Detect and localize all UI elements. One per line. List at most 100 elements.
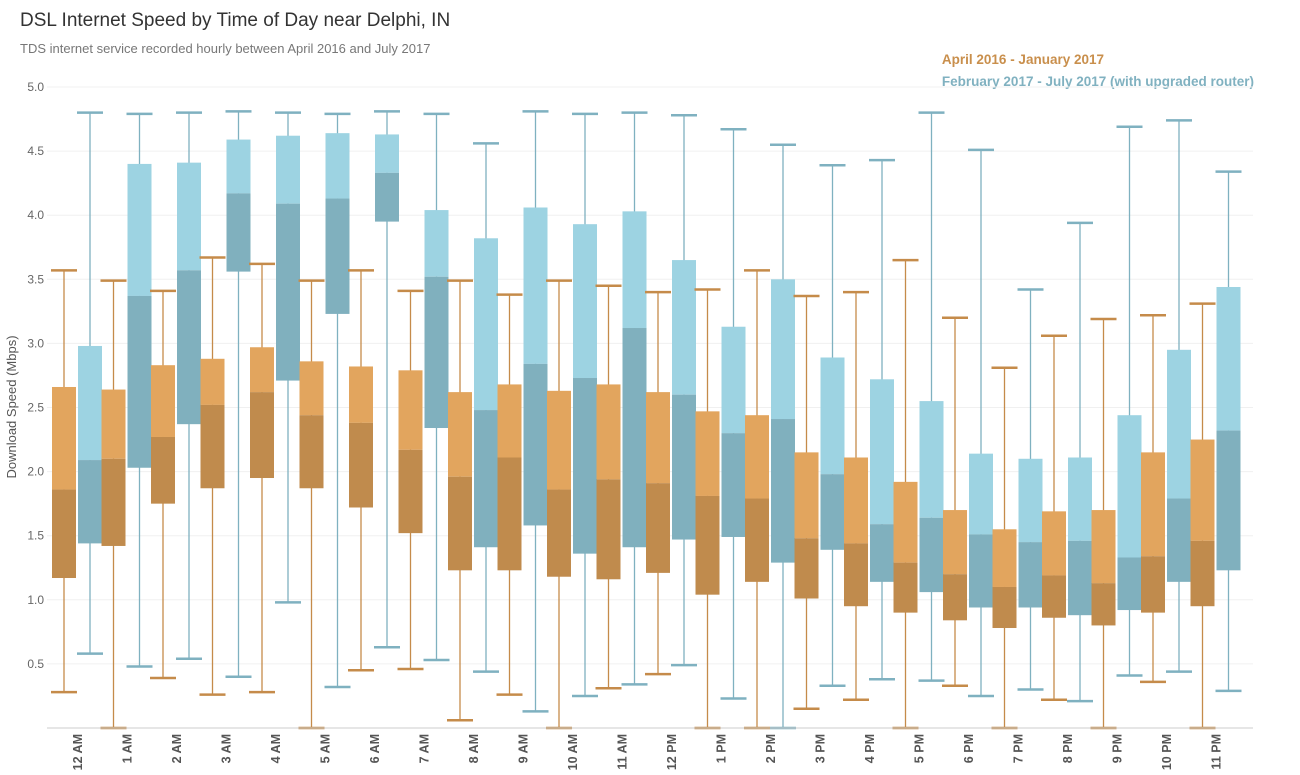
box-lower [200,404,225,489]
box-lower [844,543,868,607]
box-2016 [348,269,374,672]
y-tick-label: 1.5 [27,529,44,543]
box-2016 [397,289,424,671]
box-upper [969,453,993,535]
box-2016 [249,262,275,694]
box-upper [573,224,597,379]
x-tick-label: 6 PM [962,734,976,763]
x-tick-label: 9 PM [1111,734,1125,763]
x-tick-label: 1 PM [715,734,729,763]
box-upper [1167,349,1191,499]
box-lower [820,474,845,550]
box-2016 [447,279,473,722]
box-upper [596,384,621,480]
box-lower [1141,556,1165,613]
box-2017 [324,112,351,689]
box-2017 [621,111,648,686]
box-upper [745,415,769,499]
box-lower [325,198,350,314]
x-tick-label: 7 AM [418,734,432,763]
box-lower [1117,557,1142,611]
box-upper [695,411,720,496]
box-2016 [892,258,919,730]
box-upper [375,134,399,173]
box-upper [250,347,274,393]
box-2017 [572,112,598,698]
box-lower [573,378,597,554]
box-lower [969,534,993,608]
box-upper [497,384,522,458]
box-lower [870,524,894,582]
box-lower [448,476,472,571]
box-lower [349,422,373,508]
box-lower [78,460,102,544]
box-2017 [918,111,945,682]
box-upper [870,379,894,525]
box-2017 [176,111,202,661]
box-2017 [869,158,895,681]
y-tick-label: 1.0 [27,593,44,607]
box-lower [919,517,944,593]
box-upper [771,279,795,420]
box-2017 [225,110,252,678]
x-tick-label: 3 PM [814,734,828,763]
x-tick-label: 8 PM [1061,734,1075,763]
x-tick-label: 3 AM [220,734,234,763]
box-lower [250,392,274,479]
box-upper [820,357,845,475]
box-lower [497,457,522,571]
x-tick-label: 12 PM [665,734,679,770]
box-upper [1216,286,1241,431]
x-tick-label: 1 AM [121,734,135,763]
chart-title: DSL Internet Speed by Time of Day near D… [20,10,451,31]
box-upper [78,345,102,461]
box-2017 [374,110,400,649]
x-tick-label: 12 AM [71,734,85,770]
box-upper [226,139,251,194]
x-axis: 12 AM 1 AM 2 AM 3 AM 4 AM 5 AM 6 AM 7 AM 8 AM 9 A… [71,734,1224,770]
box-2017 [1116,125,1143,677]
box-lower [523,363,548,526]
box-upper [893,481,918,563]
box-2016 [645,290,671,676]
box-lower [1216,430,1241,571]
box-upper [52,386,76,490]
box-lower [226,193,251,272]
box-upper [1141,452,1165,557]
box-upper [992,529,1017,587]
box-2016 [100,279,127,730]
box-2016 [744,269,770,730]
box-lower [474,410,498,548]
box-lower [1018,542,1043,608]
box-2016 [1090,317,1117,730]
box-2017 [1215,170,1242,693]
box-upper [1190,439,1215,541]
y-tick-label: 4.5 [27,144,44,158]
box-lower [1190,540,1215,607]
box-upper [547,390,571,490]
box-2016 [150,289,176,680]
box-upper [151,365,175,437]
box-upper [672,260,696,395]
box-2016 [694,288,721,730]
box-upper [844,457,868,544]
box-2017 [1017,288,1044,691]
box-2016 [199,256,226,696]
box-2016 [496,293,523,696]
box-2016 [298,279,325,730]
box-lower [299,415,324,489]
box-upper [101,389,126,459]
box-upper [276,135,300,204]
box-lower [721,433,746,537]
box-upper [1042,511,1066,576]
box-lower [1068,540,1092,616]
x-tick-label: 7 PM [1012,734,1026,763]
box-lower [646,483,670,573]
x-tick-label: 10 AM [566,734,580,770]
box-lower [424,276,449,429]
box-upper [1068,457,1092,541]
box-upper [127,163,152,296]
box-lower [101,458,126,546]
box-lower [52,489,76,579]
box-upper [424,210,449,277]
